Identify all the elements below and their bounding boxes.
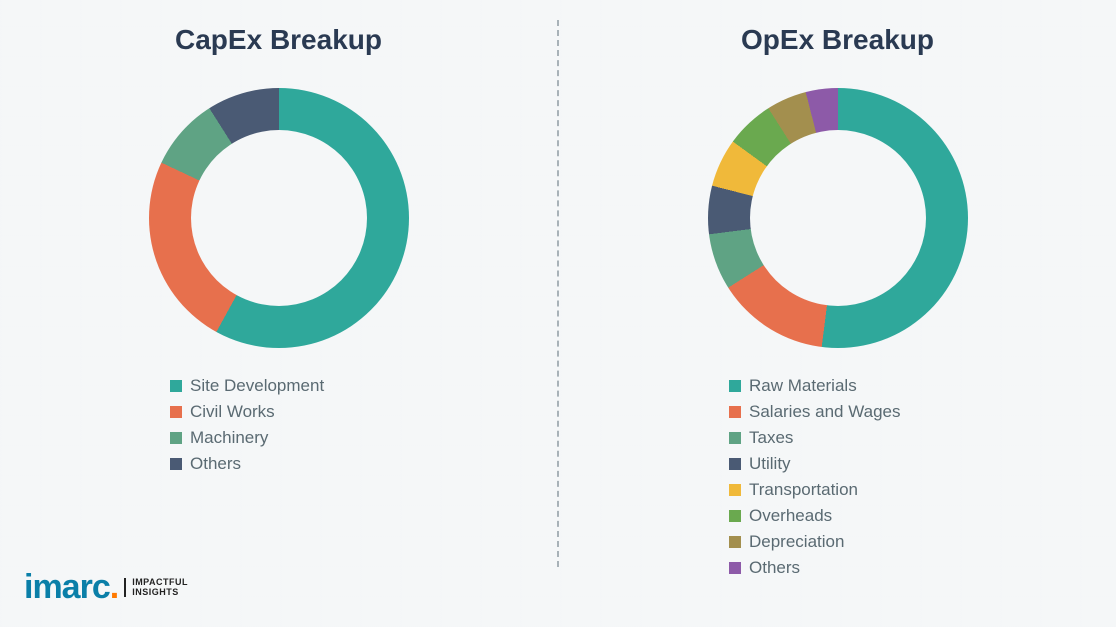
capex-donut-wrap	[129, 68, 429, 368]
legend-swatch-icon	[729, 484, 741, 496]
legend-item: Transportation	[729, 480, 901, 500]
legend-swatch-icon	[729, 562, 741, 574]
opex-legend: Raw Materials Salaries and Wages Taxes Util…	[729, 376, 901, 584]
capex-donut-chart	[149, 88, 409, 348]
legend-swatch-icon	[170, 380, 182, 392]
legend-swatch-icon	[729, 458, 741, 470]
legend-item: Overheads	[729, 506, 901, 526]
legend-label: Others	[190, 454, 241, 474]
opex-donut-chart	[708, 88, 968, 348]
legend-swatch-icon	[729, 536, 741, 548]
legend-swatch-icon	[170, 458, 182, 470]
legend-label: Transportation	[749, 480, 858, 500]
logo-tagline-1: IMPACTFUL	[132, 577, 188, 587]
legend-swatch-icon	[729, 510, 741, 522]
logo-tagline-2: INSIGHTS	[132, 587, 179, 597]
legend-swatch-icon	[170, 432, 182, 444]
opex-panel: OpEx Breakup Raw Materials Salaries and W…	[559, 0, 1116, 627]
opex-title: OpEx Breakup	[741, 24, 934, 56]
logo-text: imarc	[24, 568, 110, 606]
legend-item: Utility	[729, 454, 901, 474]
legend-swatch-icon	[729, 406, 741, 418]
legend-label: Others	[749, 558, 800, 578]
logo-tagline: IMPACTFUL INSIGHTS	[124, 578, 188, 598]
legend-label: Depreciation	[749, 532, 844, 552]
legend-label: Raw Materials	[749, 376, 857, 396]
legend-item: Machinery	[170, 428, 324, 448]
legend-label: Taxes	[749, 428, 793, 448]
legend-item: Taxes	[729, 428, 901, 448]
capex-legend: Site Development Civil Works Machinery Othe…	[170, 376, 324, 480]
charts-container: CapEx Breakup Site Development Civil Work…	[0, 0, 1116, 627]
legend-label: Site Development	[190, 376, 324, 396]
legend-item: Raw Materials	[729, 376, 901, 396]
legend-swatch-icon	[170, 406, 182, 418]
logo-dot-icon: .	[110, 568, 118, 606]
opex-donut-wrap	[688, 68, 988, 368]
legend-item: Depreciation	[729, 532, 901, 552]
capex-title: CapEx Breakup	[175, 24, 382, 56]
legend-item: Others	[729, 558, 901, 578]
legend-label: Overheads	[749, 506, 832, 526]
logo-wordmark: imarc.	[24, 568, 118, 607]
legend-label: Salaries and Wages	[749, 402, 901, 422]
legend-swatch-icon	[729, 380, 741, 392]
legend-item: Others	[170, 454, 324, 474]
legend-label: Civil Works	[190, 402, 275, 422]
legend-item: Site Development	[170, 376, 324, 396]
legend-label: Utility	[749, 454, 791, 474]
legend-item: Salaries and Wages	[729, 402, 901, 422]
legend-label: Machinery	[190, 428, 268, 448]
legend-swatch-icon	[729, 432, 741, 444]
brand-logo: imarc. IMPACTFUL INSIGHTS	[24, 568, 188, 607]
capex-panel: CapEx Breakup Site Development Civil Work…	[0, 0, 557, 627]
legend-item: Civil Works	[170, 402, 324, 422]
